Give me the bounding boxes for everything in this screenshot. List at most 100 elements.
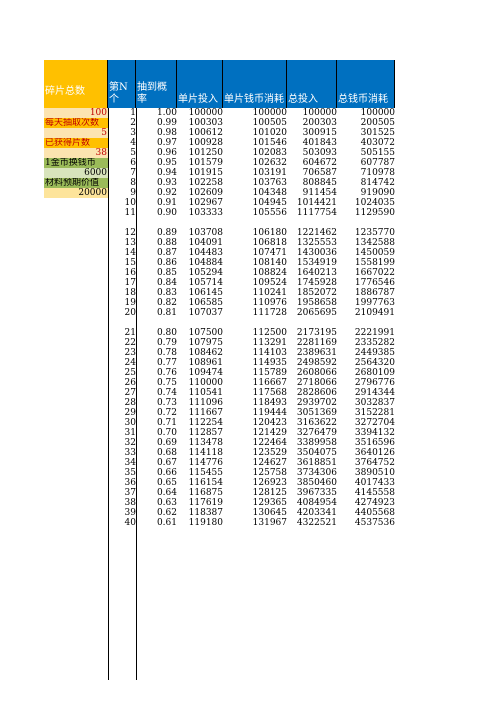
cell-single-coin[interactable]: 108824 xyxy=(252,268,287,278)
cell-n[interactable]: 28 xyxy=(124,398,136,408)
cell-total-input[interactable]: 2718066 xyxy=(296,378,337,388)
cell-probability[interactable]: 0.97 xyxy=(156,138,177,148)
cell-single-input[interactable]: 105714 xyxy=(188,278,223,288)
cell-total-coin[interactable]: 919090 xyxy=(360,188,395,198)
cell-single-coin[interactable]: 102083 xyxy=(252,148,287,158)
cell-single-coin[interactable]: 100000 xyxy=(252,108,287,118)
cell-probability[interactable]: 0.79 xyxy=(156,338,177,348)
cell-n[interactable]: 22 xyxy=(124,338,136,348)
cell-n[interactable]: 40 xyxy=(124,518,136,528)
cell-single-coin[interactable]: 102632 xyxy=(252,158,287,168)
cell-probability[interactable]: 0.75 xyxy=(156,378,177,388)
cell-n[interactable]: 34 xyxy=(124,458,136,468)
cell-n[interactable]: 37 xyxy=(124,488,136,498)
cell-total-coin[interactable]: 2335282 xyxy=(354,338,395,348)
cell-probability[interactable]: 0.93 xyxy=(156,178,177,188)
cell-n[interactable]: 25 xyxy=(124,368,136,378)
cell-probability[interactable]: 0.77 xyxy=(156,358,177,368)
cell-total-coin[interactable]: 3764752 xyxy=(354,458,395,468)
cell-single-input[interactable]: 116154 xyxy=(188,478,223,488)
cell-n[interactable]: 31 xyxy=(124,428,136,438)
cell-total-input[interactable]: 2173195 xyxy=(296,328,337,338)
cell-single-input[interactable]: 111096 xyxy=(188,398,223,408)
cell-n[interactable]: 33 xyxy=(124,448,136,458)
cell-n[interactable]: 24 xyxy=(124,358,136,368)
cell-probability[interactable]: 0.98 xyxy=(156,128,177,138)
cell-total-input[interactable]: 3051369 xyxy=(296,408,337,418)
cell-n[interactable]: 39 xyxy=(124,508,136,518)
cell-probability[interactable]: 0.65 xyxy=(156,478,177,488)
cell-n[interactable]: 23 xyxy=(124,348,136,358)
cell-total-coin[interactable]: 4405568 xyxy=(354,508,395,518)
cell-n[interactable]: 17 xyxy=(124,278,136,288)
cell-probability[interactable]: 0.67 xyxy=(156,458,177,468)
cell-total-input[interactable]: 2939702 xyxy=(296,398,337,408)
header-single-coin[interactable]: 单片钱币消耗 xyxy=(223,60,287,108)
cell-n[interactable]: 21 xyxy=(124,328,136,338)
cell-total-coin[interactable]: 2564320 xyxy=(354,358,395,368)
header-pieces-total[interactable]: 碎片总数 xyxy=(44,60,108,108)
cell-total-coin[interactable]: 814742 xyxy=(360,178,395,188)
cell-probability[interactable]: 0.84 xyxy=(156,278,177,288)
cell-n[interactable]: 26 xyxy=(124,378,136,388)
cell-probability[interactable]: 0.68 xyxy=(156,448,177,458)
cell-probability[interactable]: 0.95 xyxy=(156,158,177,168)
cell-total-coin[interactable]: 3272704 xyxy=(354,418,395,428)
cell-probability[interactable]: 0.87 xyxy=(156,248,177,258)
cell-total-input[interactable]: 1640213 xyxy=(296,268,337,278)
cell-single-coin[interactable]: 114935 xyxy=(252,358,287,368)
cell-total-coin[interactable]: 3032837 xyxy=(354,398,395,408)
cell-single-input[interactable]: 111667 xyxy=(188,408,223,418)
cell-n[interactable]: 7 xyxy=(130,168,136,178)
cell-n[interactable]: 12 xyxy=(124,228,136,238)
cell-single-input[interactable]: 103708 xyxy=(188,228,223,238)
cell-single-input[interactable]: 115455 xyxy=(188,468,223,478)
cell-total-input[interactable]: 1117754 xyxy=(296,208,337,218)
header-n[interactable]: 第N 个 xyxy=(108,60,136,108)
cell-probability[interactable]: 1.00 xyxy=(156,108,177,118)
header-total-input[interactable]: 总投入 xyxy=(287,60,337,108)
cell-total-coin[interactable]: 1450059 xyxy=(354,248,395,258)
cell-single-input[interactable]: 106145 xyxy=(188,288,223,298)
cell-probability[interactable]: 0.83 xyxy=(156,288,177,298)
cell-n[interactable]: 18 xyxy=(124,288,136,298)
cell-n[interactable]: 35 xyxy=(124,468,136,478)
cell-single-coin[interactable]: 104348 xyxy=(252,188,287,198)
cell-single-input[interactable]: 102609 xyxy=(188,188,223,198)
cell-total-input[interactable]: 1534919 xyxy=(296,258,337,268)
cell-single-input[interactable]: 116875 xyxy=(188,488,223,498)
cell-total-coin[interactable]: 2914344 xyxy=(354,388,395,398)
cell-single-coin[interactable]: 108140 xyxy=(252,258,287,268)
cell-n[interactable]: 13 xyxy=(124,238,136,248)
cell-single-input[interactable]: 104091 xyxy=(188,238,223,248)
cell-single-coin[interactable]: 103763 xyxy=(252,178,287,188)
cell-probability[interactable]: 0.94 xyxy=(156,168,177,178)
cell-probability[interactable]: 0.66 xyxy=(156,468,177,478)
header-total-coin[interactable]: 总钱币消耗 xyxy=(337,60,395,108)
cell-single-coin[interactable]: 100505 xyxy=(252,118,287,128)
cell-single-coin[interactable]: 110241 xyxy=(252,288,287,298)
cell-single-coin[interactable]: 130645 xyxy=(252,508,287,518)
cell-single-input[interactable]: 101579 xyxy=(188,158,223,168)
cell-total-coin[interactable]: 2680109 xyxy=(354,368,395,378)
cell-total-coin[interactable]: 3516596 xyxy=(354,438,395,448)
cell-total-coin[interactable]: 1024035 xyxy=(354,198,395,208)
cell-single-input[interactable]: 100928 xyxy=(188,138,223,148)
cell-single-input[interactable]: 107037 xyxy=(188,308,223,318)
cell-probability[interactable]: 0.96 xyxy=(156,148,177,158)
cell-probability[interactable]: 0.81 xyxy=(156,308,177,318)
cell-n[interactable]: 36 xyxy=(124,478,136,488)
cell-total-input[interactable]: 706587 xyxy=(302,168,337,178)
cell-total-coin[interactable]: 1342588 xyxy=(354,238,395,248)
cell-single-input[interactable]: 108961 xyxy=(188,358,223,368)
cell-total-input[interactable]: 3850460 xyxy=(296,478,337,488)
header-single-input[interactable]: 单片投入 xyxy=(177,60,223,108)
cell-probability[interactable]: 0.70 xyxy=(156,428,177,438)
cell-single-coin[interactable]: 115789 xyxy=(252,368,287,378)
parameter-cell[interactable]: 5 xyxy=(44,128,108,138)
cell-single-input[interactable]: 108462 xyxy=(188,348,223,358)
cell-single-coin[interactable]: 104945 xyxy=(252,198,287,208)
cell-total-coin[interactable]: 100000 xyxy=(360,108,395,118)
cell-n[interactable]: 15 xyxy=(124,258,136,268)
cell-single-input[interactable]: 104884 xyxy=(188,258,223,268)
